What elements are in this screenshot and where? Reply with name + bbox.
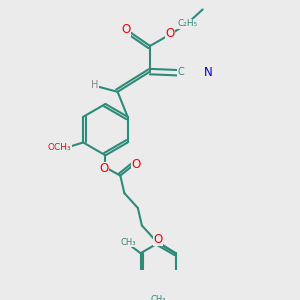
Text: C₂H₅: C₂H₅ — [178, 19, 198, 28]
Text: H: H — [91, 80, 98, 90]
Text: O: O — [166, 27, 175, 40]
Text: O: O — [132, 158, 141, 171]
Text: O: O — [100, 162, 109, 175]
Text: O: O — [154, 232, 163, 245]
Text: N: N — [204, 66, 212, 80]
Text: O: O — [121, 23, 130, 36]
Text: CH₃: CH₃ — [150, 295, 166, 300]
Text: C: C — [178, 67, 184, 76]
Text: CH₃: CH₃ — [121, 238, 136, 247]
Text: OCH₃: OCH₃ — [48, 143, 71, 152]
